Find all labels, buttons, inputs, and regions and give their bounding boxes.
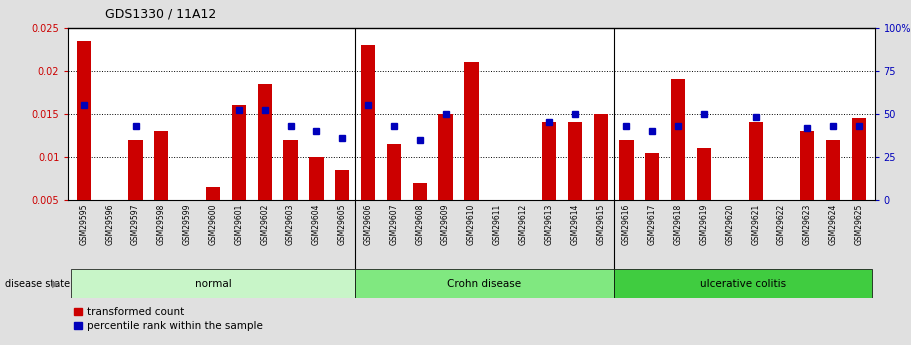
- Bar: [355, 269, 614, 298]
- Text: GSM29610: GSM29610: [467, 204, 476, 245]
- Bar: [77, 41, 91, 200]
- Bar: [749, 122, 763, 200]
- Bar: [438, 114, 453, 200]
- Text: GSM29624: GSM29624: [829, 204, 838, 245]
- Bar: [614, 269, 872, 298]
- Bar: [231, 105, 246, 200]
- Text: GSM29603: GSM29603: [286, 204, 295, 245]
- Text: normal: normal: [195, 279, 231, 289]
- Bar: [310, 157, 323, 200]
- Bar: [258, 84, 271, 200]
- Text: Crohn disease: Crohn disease: [447, 279, 521, 289]
- Text: disease state: disease state: [5, 279, 69, 289]
- Text: GSM29621: GSM29621: [752, 204, 760, 245]
- Text: GSM29596: GSM29596: [105, 204, 114, 245]
- Bar: [387, 144, 401, 200]
- Text: GSM29597: GSM29597: [131, 204, 140, 245]
- Bar: [361, 45, 375, 200]
- Bar: [542, 122, 556, 200]
- Text: GSM29601: GSM29601: [234, 204, 243, 245]
- Text: GSM29611: GSM29611: [493, 204, 502, 245]
- Bar: [826, 140, 840, 200]
- Bar: [800, 131, 814, 200]
- Text: GDS1330 / 11A12: GDS1330 / 11A12: [105, 8, 216, 21]
- Bar: [619, 140, 633, 200]
- Text: GSM29602: GSM29602: [261, 204, 270, 245]
- Text: GSM29618: GSM29618: [673, 204, 682, 245]
- Bar: [671, 79, 685, 200]
- Text: GSM29606: GSM29606: [363, 204, 373, 245]
- Text: GSM29612: GSM29612: [518, 204, 527, 245]
- Text: GSM29625: GSM29625: [855, 204, 864, 245]
- Text: GSM29604: GSM29604: [312, 204, 321, 245]
- Bar: [568, 122, 582, 200]
- Text: GSM29616: GSM29616: [622, 204, 631, 245]
- Text: ▶: ▶: [52, 279, 59, 289]
- Text: GSM29608: GSM29608: [415, 204, 425, 245]
- Text: GSM29599: GSM29599: [183, 204, 191, 245]
- Text: GSM29613: GSM29613: [545, 204, 554, 245]
- Text: GSM29617: GSM29617: [648, 204, 657, 245]
- Bar: [335, 170, 349, 200]
- Bar: [594, 114, 608, 200]
- Bar: [283, 140, 298, 200]
- Text: GSM29607: GSM29607: [389, 204, 398, 245]
- Text: GSM29620: GSM29620: [725, 204, 734, 245]
- Text: GSM29615: GSM29615: [596, 204, 605, 245]
- Text: GSM29595: GSM29595: [79, 204, 88, 245]
- Text: ulcerative colitis: ulcerative colitis: [700, 279, 786, 289]
- Text: GSM29622: GSM29622: [777, 204, 786, 245]
- Bar: [413, 183, 427, 200]
- Text: GSM29605: GSM29605: [338, 204, 347, 245]
- Text: GSM29619: GSM29619: [700, 204, 709, 245]
- Text: GSM29614: GSM29614: [570, 204, 579, 245]
- Text: GSM29609: GSM29609: [441, 204, 450, 245]
- Bar: [465, 62, 478, 200]
- Bar: [71, 269, 355, 298]
- Text: GSM29598: GSM29598: [157, 204, 166, 245]
- Bar: [852, 118, 866, 200]
- Bar: [697, 148, 711, 200]
- Bar: [645, 152, 660, 200]
- Bar: [206, 187, 220, 200]
- Bar: [128, 140, 143, 200]
- Bar: [154, 131, 169, 200]
- Legend: transformed count, percentile rank within the sample: transformed count, percentile rank withi…: [74, 307, 263, 331]
- Text: GSM29600: GSM29600: [209, 204, 218, 245]
- Text: GSM29623: GSM29623: [803, 204, 812, 245]
